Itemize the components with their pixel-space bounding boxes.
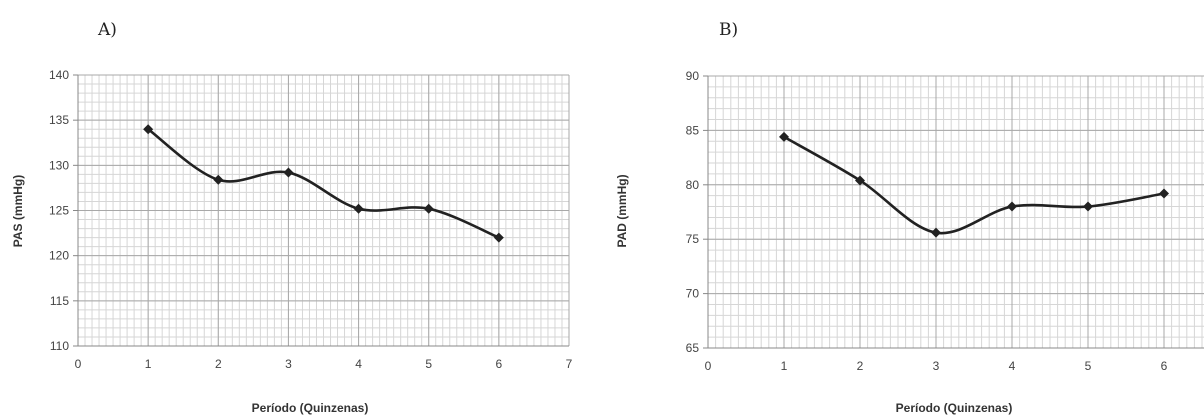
- panel-label: A): [98, 20, 117, 40]
- y-tick-label: 75: [686, 232, 700, 246]
- y-tick-label: 140: [49, 68, 69, 82]
- y-tick-label: 80: [686, 178, 700, 192]
- x-tick-label: 0: [705, 359, 712, 373]
- data-point-marker: [493, 232, 504, 243]
- x-tick-label: 4: [1009, 359, 1016, 373]
- data-point-marker: [931, 227, 941, 238]
- x-axis-title: Período (Quinzenas): [896, 401, 1013, 415]
- x-tick-label: 0: [75, 357, 82, 371]
- y-tick-label: 125: [49, 204, 69, 218]
- data-point-marker: [1083, 201, 1093, 212]
- data-point-marker: [353, 203, 364, 214]
- x-tick-label: 4: [355, 357, 362, 371]
- series-line: [147, 128, 500, 239]
- x-tick-label: 6: [496, 357, 503, 371]
- y-tick-label: 65: [686, 341, 700, 355]
- chart-panel-a: A) PAS (mmHg) Período (Quinzenas) 0 1 2 3 4 5…: [0, 0, 600, 418]
- data-point-marker: [143, 124, 154, 135]
- x-tick-label: 7: [566, 357, 573, 371]
- chart-a-svg: PAS (mmHg) Período (Quinzenas) 0 1 2 3 4 5 6 7 1…: [11, 68, 573, 415]
- y-tick-label: 115: [50, 294, 69, 308]
- y-axis-title: PAS (mmHg): [11, 175, 25, 247]
- chart-panel-b: B) PAD (mmHg) Período (Quinzenas) 0 1 2 3 4 5…: [604, 0, 1204, 418]
- panel-label: B): [719, 20, 739, 40]
- chart-b-svg: PAD (mmHg) Período (Quinzenas) 012345676…: [615, 69, 1204, 415]
- x-tick-label: 1: [145, 357, 152, 371]
- y-tick-label: 135: [49, 113, 69, 127]
- data-point-marker: [1159, 188, 1169, 199]
- y-tick-label: 120: [49, 249, 69, 263]
- data-point-marker: [855, 175, 865, 186]
- x-tick-label: 5: [1085, 359, 1092, 373]
- y-tick-label: 85: [686, 123, 700, 137]
- y-tick-label: 90: [686, 69, 700, 83]
- x-tick-label: 6: [1161, 359, 1168, 373]
- data-point-marker: [779, 131, 789, 142]
- x-axis-title: Período (Quinzenas): [252, 401, 369, 415]
- data-point-marker: [423, 203, 434, 214]
- x-tick-label: 1: [781, 359, 788, 373]
- x-tick-label: 2: [215, 357, 222, 371]
- data-point-marker: [1007, 201, 1017, 212]
- y-tick-label: 70: [686, 287, 700, 301]
- y-axis-title: PAD (mmHg): [615, 174, 629, 247]
- data-point-marker: [213, 174, 224, 185]
- data-point-marker: [283, 167, 294, 178]
- plot-area: [73, 74, 570, 347]
- x-tick-label: 2: [857, 359, 864, 373]
- x-tick-label: 5: [425, 357, 432, 371]
- y-tick-label: 110: [50, 339, 69, 353]
- plot-area: [703, 75, 1204, 349]
- y-tick-label: 130: [49, 158, 69, 172]
- x-tick-label: 3: [285, 357, 292, 371]
- x-tick-label: 3: [933, 359, 940, 373]
